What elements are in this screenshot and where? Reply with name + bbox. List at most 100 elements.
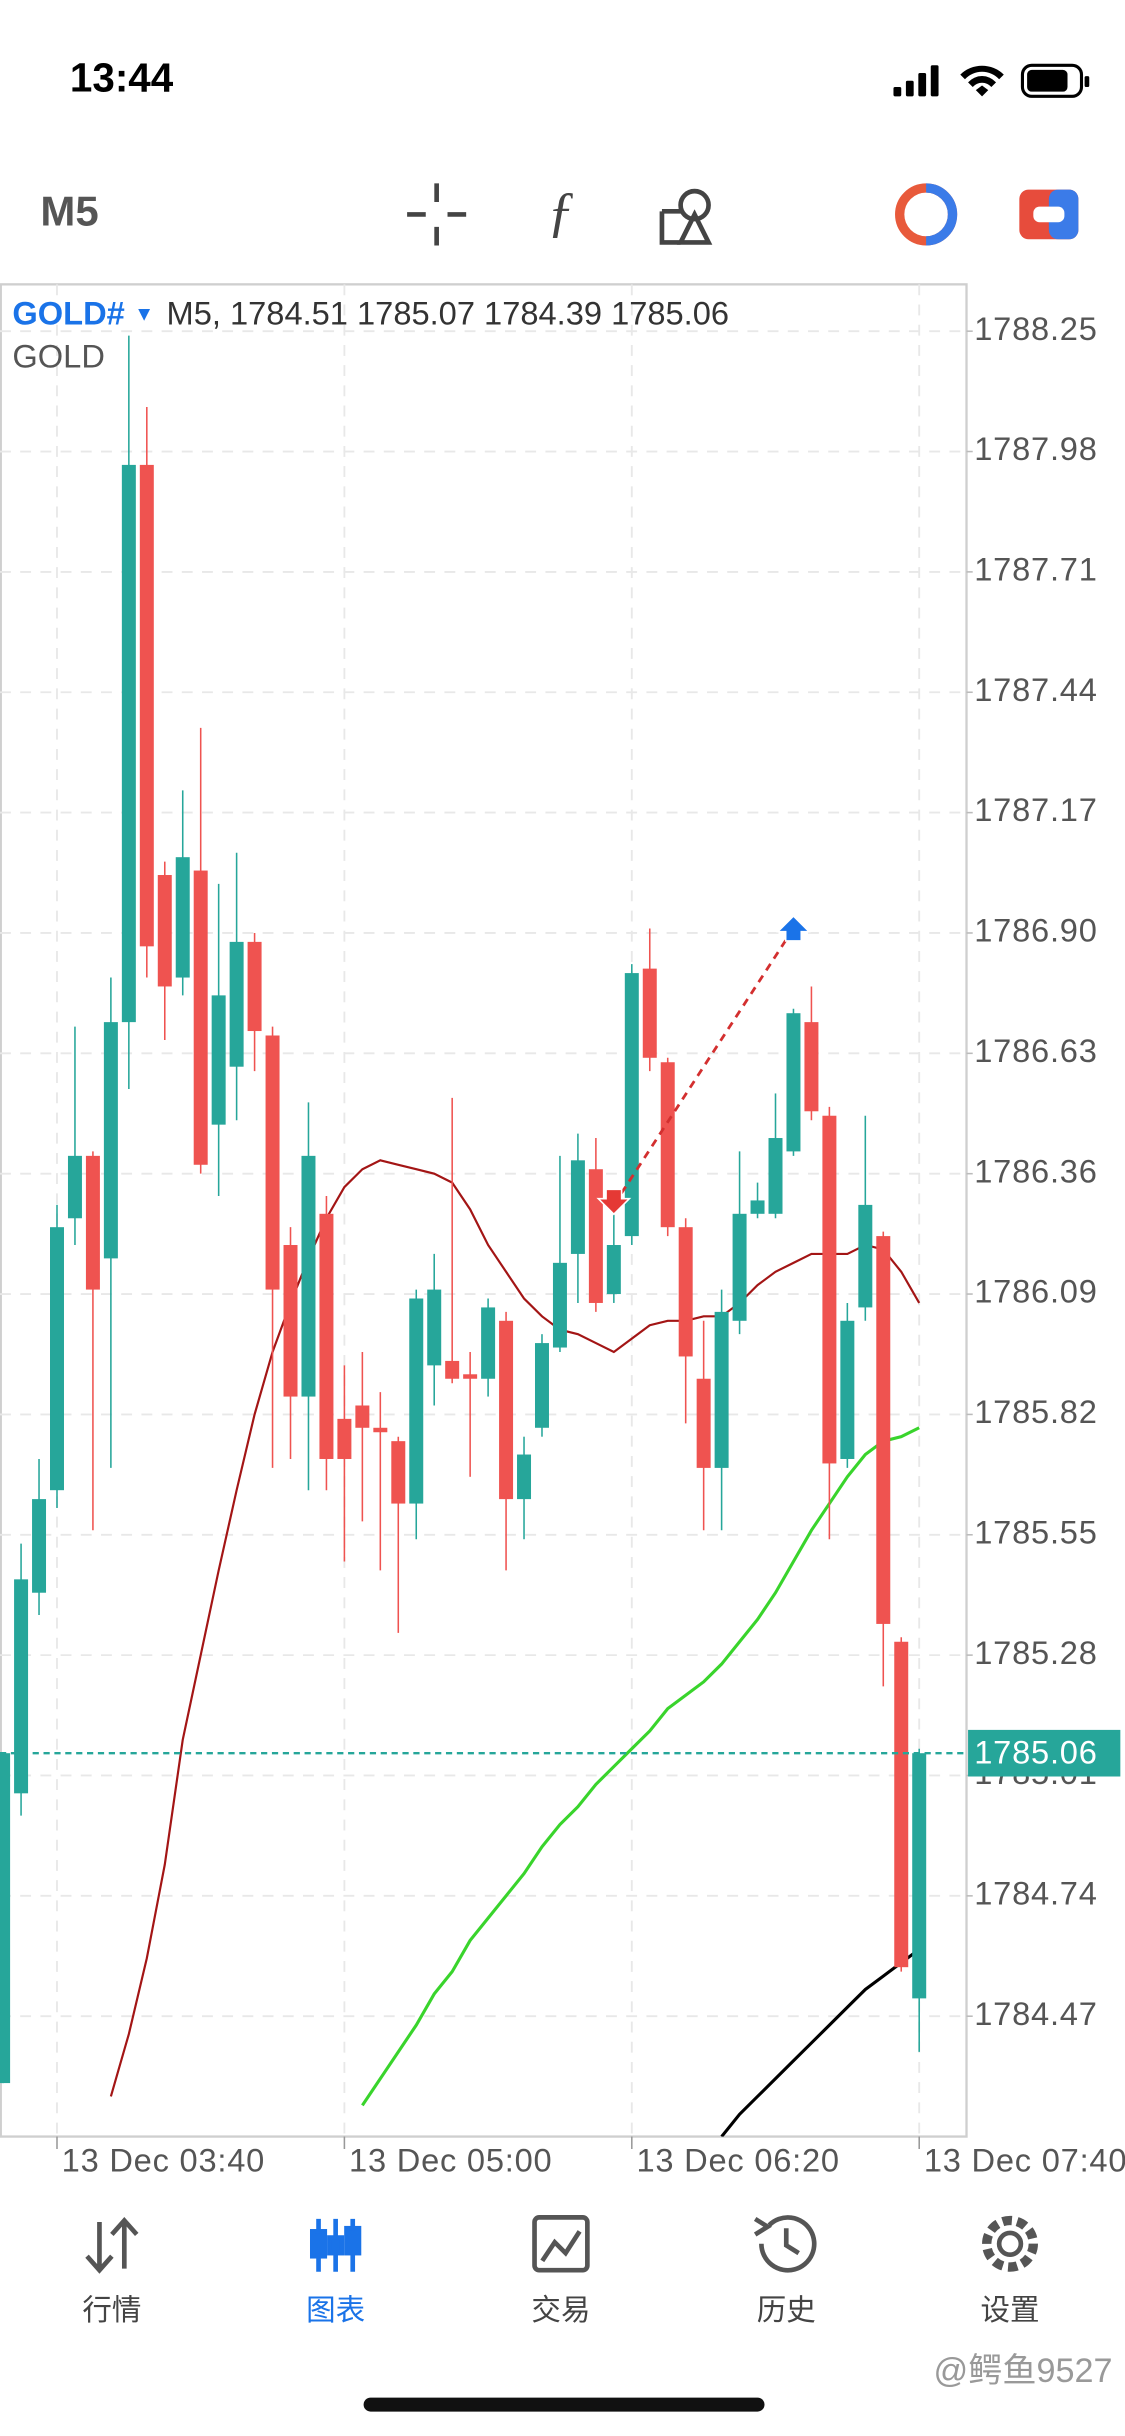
y-tick-label: 1787.71 [974,551,1097,588]
x-tick-label: 13 Dec 05:00 [349,2142,552,2179]
candle-body [534,1343,549,1428]
candle-body [229,941,244,1067]
trade-button[interactable] [1019,189,1079,240]
candle-body [373,1427,388,1433]
y-tick-label: 1788.25 [974,310,1097,347]
candle-body [50,1227,64,1491]
candle-body [319,1213,334,1459]
candle-body [211,995,226,1125]
home-indicator [363,2397,765,2412]
candle-body [499,1320,514,1500]
y-tick-label: 1786.09 [974,1273,1097,1310]
moving-average [109,1159,921,2097]
candle-body [606,1245,621,1295]
legend-dropdown[interactable]: ▼ [134,304,154,326]
y-tick-label: 1784.47 [974,1995,1097,2032]
candle-body [732,1213,747,1321]
tab-icons [85,2215,1038,2274]
candle-body [409,1298,424,1504]
candle-body [768,1138,783,1214]
candle-body [283,1245,298,1397]
quotes-icon[interactable] [85,2216,139,2274]
toolbar-timeframe[interactable]: M5 [40,188,98,235]
candle-body [463,1374,478,1379]
watermark: @鳄鱼9527 [934,2352,1113,2390]
crosshair-button[interactable] [407,183,467,246]
trade-line [612,927,795,1206]
candle-body [355,1405,370,1428]
axes: 1788.25 1787.98 1787.71 1787.44 1787.17 1786.… [56,310,1125,2179]
chart-legend: GOLD# ▼ M5, 1784.51 1785.07 1784.39 1785.0… [12,294,729,331]
y-tick-label: 1787.17 [974,791,1097,828]
candle-body [696,1378,711,1468]
y-tick-label: 1786.63 [974,1032,1097,1069]
chart-icon[interactable] [309,2218,362,2272]
candle-body [624,973,639,1237]
sell-arrow [596,1188,632,1216]
x-tick-label: 13 Dec 07:40 [924,2142,1125,2179]
x-tick-label: 13 Dec 03:40 [62,2142,265,2179]
candle-body [103,1022,118,1259]
x-tick-label: 13 Dec 06:20 [636,2142,839,2179]
tab-label[interactable]: 行情 [82,2294,141,2327]
y-tick-label: 1785.28 [974,1634,1097,1671]
candle-body [32,1499,47,1593]
y-tick-label: 1787.98 [974,430,1097,467]
candle-body [391,1441,406,1504]
candle-body [85,1155,100,1290]
legend-timeframe: M5, [167,294,221,331]
candle-body [714,1311,729,1468]
close-arrow [776,914,811,942]
tab-label[interactable]: 设置 [980,2294,1039,2327]
y-tick-label: 1785.55 [974,1513,1097,1550]
candle-body [840,1320,855,1459]
candle-body [570,1160,585,1254]
tab-bar: 行情 图表 交易 历史 设置 [82,2294,1039,2327]
status-icons [893,63,1090,98]
tab-label[interactable]: 历史 [757,2294,816,2327]
candle-body [157,875,172,987]
candle-body [822,1115,837,1464]
candle-body [481,1307,496,1379]
candle-body [552,1262,567,1348]
history-icon[interactable] [753,2215,817,2273]
price-tag [968,1729,1121,1777]
candle-body [193,870,208,1165]
y-tick-label: 1786.90 [974,912,1097,949]
candle-body [247,941,262,1032]
candle-body [588,1169,603,1303]
candle-body [642,968,657,1058]
trade-icon[interactable] [532,2215,590,2273]
objects-button[interactable] [659,188,713,245]
legend-low: 1784.39 [484,294,602,331]
candle-body [858,1204,873,1308]
candle-body [678,1227,693,1357]
legend-description: GOLD [12,338,104,375]
plot-area [0,335,967,2137]
candle-body [804,1022,819,1112]
legend-open: 1784.51 [230,294,348,331]
status-time: 13:44 [70,54,174,100]
indicator-button[interactable]: ƒ [547,181,575,243]
tab-label[interactable]: 图表 [306,2294,365,2327]
candle-body [445,1360,460,1379]
settings-icon[interactable] [982,2215,1038,2272]
candle-body [139,464,154,947]
candle-body [876,1236,891,1624]
candle-body [517,1454,532,1500]
moving-average [720,1948,921,2137]
candle-body [0,1753,11,2084]
moving-average [361,1426,920,2107]
y-tick-label: 1785.82 [974,1393,1097,1430]
app-logo[interactable] [895,183,958,246]
candle-body [67,1155,82,1219]
y-tick-label: 1786.36 [974,1152,1097,1189]
legend-high: 1785.07 [357,294,475,331]
price-tag-label: 1785.06 [974,1733,1097,1770]
candle-body [427,1289,442,1366]
tab-label[interactable]: 交易 [531,2294,590,2327]
candle-body [121,464,136,1023]
candle-body [660,1062,675,1228]
